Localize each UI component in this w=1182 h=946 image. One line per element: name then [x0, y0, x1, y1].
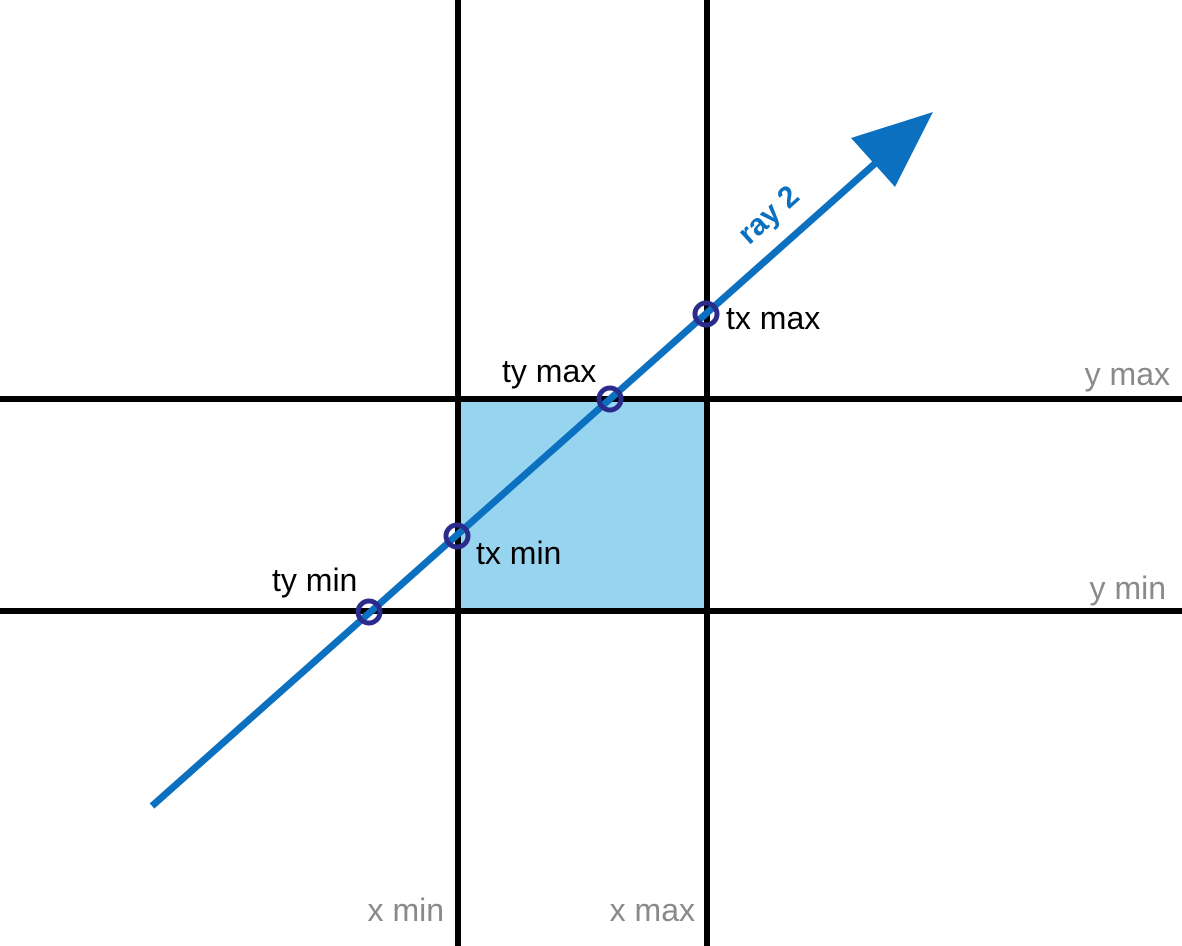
ty-min-label: ty min [272, 562, 357, 598]
y-max-label: y max [1085, 356, 1170, 392]
bounding-box [458, 399, 707, 611]
ray-label: ray 2 [732, 179, 806, 250]
y-min-label: y min [1090, 570, 1166, 606]
x-min-label: x min [368, 892, 444, 928]
ty-max-point [596, 385, 624, 413]
ty-max-label: ty max [502, 353, 596, 389]
tx-min-label: tx min [476, 535, 561, 571]
tx-min-point [443, 522, 471, 550]
ty-min-point [355, 598, 383, 626]
ray-arrowhead [851, 112, 933, 187]
tx-max-label: tx max [726, 300, 820, 336]
tx-max-point [692, 300, 720, 328]
ray-line [149, 149, 891, 809]
x-max-label: x max [610, 892, 695, 928]
